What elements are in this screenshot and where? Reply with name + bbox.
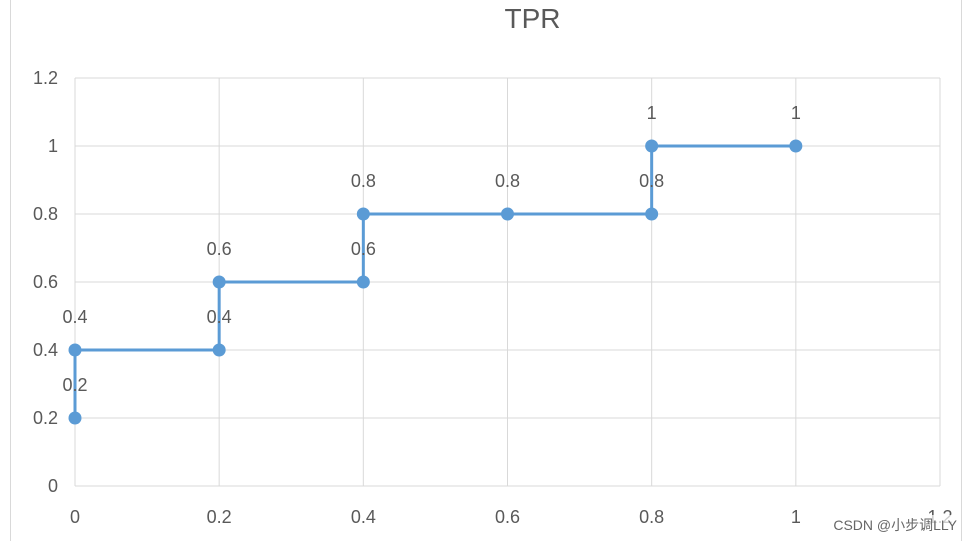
y-tick-label: 0.8 <box>33 204 58 224</box>
y-tick-label: 0.4 <box>33 340 58 360</box>
data-point <box>501 207 514 221</box>
chart-frame <box>10 0 962 541</box>
data-label: 0.8 <box>495 171 520 191</box>
data-label: 0.4 <box>62 307 87 327</box>
x-tick-label: 0.4 <box>351 507 376 527</box>
data-label: 0.2 <box>62 375 87 395</box>
data-point <box>68 343 82 357</box>
x-tick-label: 0.6 <box>495 507 520 527</box>
y-tick-label: 1 <box>48 136 58 156</box>
x-tick-label: 0.8 <box>639 507 664 527</box>
y-tick-label: 0.6 <box>33 272 58 292</box>
data-label: 1 <box>647 103 657 123</box>
data-point <box>356 275 370 289</box>
data-point <box>212 343 226 357</box>
data-point <box>645 207 659 221</box>
data-point <box>645 139 659 153</box>
x-tick-label: 0 <box>70 507 80 527</box>
data-point <box>356 207 370 221</box>
data-point <box>212 275 226 289</box>
data-label: 1 <box>791 103 801 123</box>
data-label: 0.6 <box>207 239 232 259</box>
data-point <box>68 411 82 425</box>
data-label: 0.4 <box>207 307 232 327</box>
data-point <box>789 139 803 153</box>
y-tick-label: 0 <box>48 476 58 496</box>
x-tick-label: 1 <box>791 507 801 527</box>
y-tick-label: 1.2 <box>33 68 58 88</box>
watermark: CSDN @小步调LLY <box>831 515 959 535</box>
data-label: 0.8 <box>351 171 376 191</box>
y-tick-label: 0.2 <box>33 408 58 428</box>
data-label: 0.6 <box>351 239 376 259</box>
chart-title: TPR <box>505 3 561 34</box>
x-tick-label: 0.2 <box>207 507 232 527</box>
data-label: 0.8 <box>639 171 664 191</box>
series-line <box>73 144 796 418</box>
